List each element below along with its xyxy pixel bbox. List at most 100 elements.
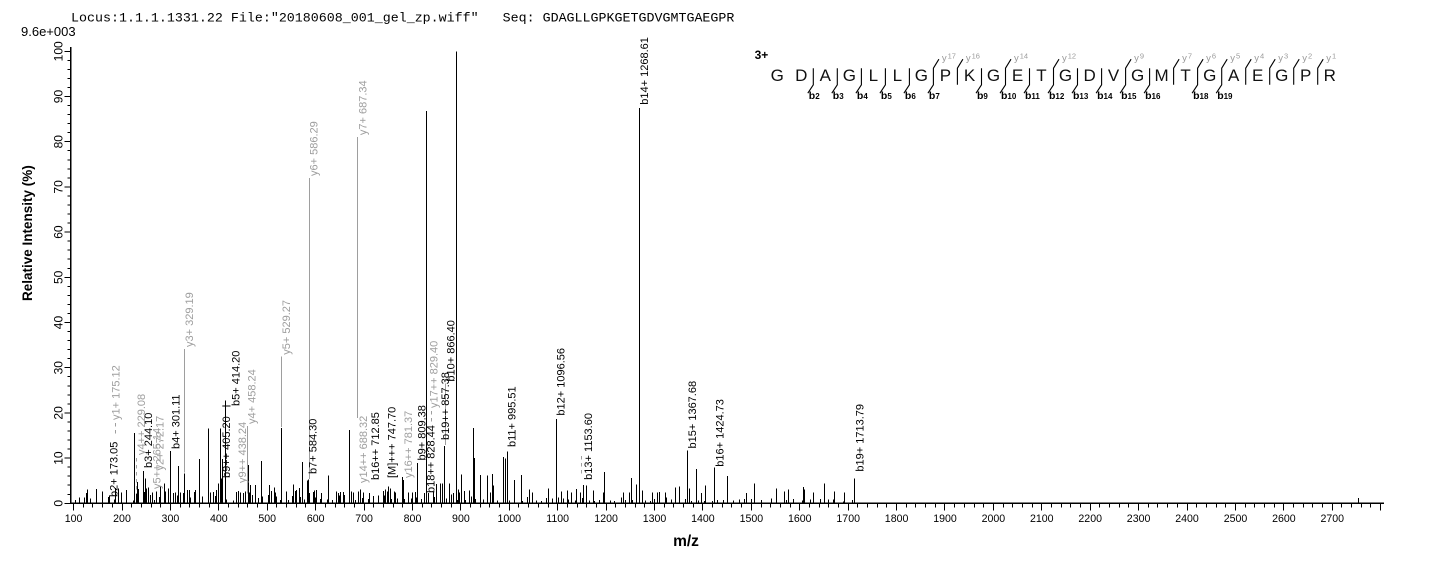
svg-text:b2: b2: [809, 90, 820, 102]
svg-text:b14+ 1268.61: b14+ 1268.61: [639, 37, 651, 105]
svg-text:b5+ 414.20: b5+ 414.20: [231, 351, 243, 406]
svg-text:b12+ 1096.56: b12+ 1096.56: [556, 348, 568, 416]
svg-text:b10: b10: [1001, 90, 1017, 102]
svg-text:y7+ 687.34: y7+ 687.34: [357, 80, 369, 135]
svg-text:V: V: [1108, 66, 1120, 85]
svg-text:b19+ 1713.79: b19+ 1713.79: [854, 404, 866, 472]
svg-text:y5++ 265.14: y5++ 265.14: [152, 428, 164, 489]
svg-text:b3+ 244.10: b3+ 244.10: [143, 413, 155, 468]
svg-text:L: L: [893, 66, 902, 85]
svg-text:y2: y2: [1302, 51, 1312, 64]
svg-text:300: 300: [162, 513, 180, 525]
svg-text:y6+ 586.29: y6+ 586.29: [309, 121, 321, 176]
svg-text:60: 60: [52, 225, 66, 239]
svg-text:m/z: m/z: [673, 533, 699, 550]
svg-text:2600: 2600: [1272, 513, 1296, 525]
svg-text:1200: 1200: [594, 513, 618, 525]
svg-text:G: G: [1059, 66, 1072, 85]
svg-text:y4: y4: [1254, 51, 1264, 64]
svg-text:1800: 1800: [885, 513, 909, 525]
svg-text:70: 70: [52, 180, 66, 194]
svg-text:G: G: [1203, 66, 1216, 85]
svg-text:b15+ 1367.68: b15+ 1367.68: [687, 381, 699, 449]
svg-text:b12: b12: [1049, 90, 1065, 102]
svg-text:y16++ 781.37: y16++ 781.37: [403, 411, 415, 478]
svg-text:T: T: [1180, 66, 1190, 85]
svg-text:b9: b9: [977, 90, 988, 102]
svg-text:[M]+++ 747.70: [M]+++ 747.70: [387, 407, 399, 478]
svg-text:400: 400: [210, 513, 228, 525]
svg-text:y9: y9: [1134, 51, 1144, 64]
svg-text:R: R: [1324, 66, 1336, 85]
svg-text:y1+ 175.12: y1+ 175.12: [111, 365, 123, 420]
svg-text:b9+ 809.38: b9+ 809.38: [417, 405, 429, 460]
svg-text:b13+ 1153.60: b13+ 1153.60: [583, 413, 595, 480]
svg-text:D: D: [795, 66, 807, 85]
svg-text:b14: b14: [1097, 90, 1113, 102]
svg-text:2700: 2700: [1321, 513, 1345, 525]
svg-text:G: G: [1275, 66, 1288, 85]
svg-text:G: G: [843, 66, 856, 85]
svg-text:100: 100: [52, 41, 66, 61]
svg-text:D: D: [1083, 66, 1095, 85]
svg-text:b18: b18: [1193, 90, 1209, 102]
svg-text:b2+ 173.05: b2+ 173.05: [109, 442, 121, 497]
svg-text:b7: b7: [929, 90, 940, 102]
svg-text:20: 20: [52, 406, 66, 420]
svg-text:y4+ 458.24: y4+ 458.24: [247, 369, 259, 424]
svg-text:9.6e+003: 9.6e+003: [21, 24, 76, 39]
svg-text:b10+ 866.40: b10+ 866.40: [446, 320, 458, 381]
svg-text:2400: 2400: [1175, 513, 1199, 525]
svg-text:M: M: [1155, 66, 1169, 85]
svg-text:1700: 1700: [836, 513, 860, 525]
svg-text:y7: y7: [1182, 51, 1192, 64]
svg-text:G: G: [915, 66, 928, 85]
svg-text:b6: b6: [905, 90, 916, 102]
svg-text:y2+ 272.17: y2+ 272.17: [155, 416, 167, 471]
svg-text:Relative Intensity (%): Relative Intensity (%): [20, 165, 35, 301]
svg-text:b16++ 712.85: b16++ 712.85: [370, 412, 382, 480]
svg-text:L: L: [869, 66, 878, 85]
svg-text:1500: 1500: [740, 513, 764, 525]
svg-text:0: 0: [52, 500, 66, 507]
svg-text:y9++ 438.24: y9++ 438.24: [237, 422, 249, 483]
svg-text:y3: y3: [1278, 51, 1288, 64]
svg-text:40: 40: [52, 316, 66, 330]
svg-text:10: 10: [52, 451, 66, 465]
svg-text:200: 200: [113, 513, 131, 525]
svg-text:y3+ 329.19: y3+ 329.19: [184, 292, 196, 347]
svg-text:2100: 2100: [1030, 513, 1054, 525]
svg-text:b16: b16: [1145, 90, 1161, 102]
svg-text:1400: 1400: [691, 513, 715, 525]
svg-text:A: A: [820, 66, 832, 85]
svg-text:b4+ 301.11: b4+ 301.11: [171, 394, 183, 449]
svg-text:600: 600: [307, 513, 325, 525]
svg-text:900: 900: [452, 513, 470, 525]
svg-text:Locus:1.1.1.1331.22 File:"2018: Locus:1.1.1.1331.22 File:"20180608_001_g…: [71, 11, 734, 26]
svg-text:500: 500: [258, 513, 276, 525]
svg-text:1600: 1600: [788, 513, 812, 525]
svg-text:1000: 1000: [498, 513, 522, 525]
svg-text:b15: b15: [1121, 90, 1137, 102]
svg-text:E: E: [1252, 66, 1263, 85]
svg-text:y5+ 529.27: y5+ 529.27: [281, 300, 293, 355]
svg-text:1300: 1300: [643, 513, 667, 525]
svg-text:A: A: [1228, 66, 1240, 85]
svg-text:b7+ 584.30: b7+ 584.30: [308, 419, 320, 474]
svg-text:b16+ 1424.73: b16+ 1424.73: [714, 399, 726, 467]
svg-text:2000: 2000: [982, 513, 1006, 525]
svg-text:700: 700: [355, 513, 373, 525]
svg-text:E: E: [1012, 66, 1023, 85]
svg-text:b5: b5: [881, 90, 892, 102]
svg-text:G: G: [1131, 66, 1144, 85]
svg-text:1900: 1900: [933, 513, 957, 525]
svg-text:2500: 2500: [1224, 513, 1248, 525]
svg-text:80: 80: [52, 135, 66, 149]
svg-text:G: G: [987, 66, 1000, 85]
svg-text:G: G: [771, 66, 784, 85]
svg-text:2200: 2200: [1078, 513, 1102, 525]
svg-text:b11+ 995.51: b11+ 995.51: [507, 386, 519, 447]
svg-text:3+: 3+: [755, 48, 769, 62]
svg-text:P: P: [940, 66, 951, 85]
svg-text:y6: y6: [1206, 51, 1216, 64]
